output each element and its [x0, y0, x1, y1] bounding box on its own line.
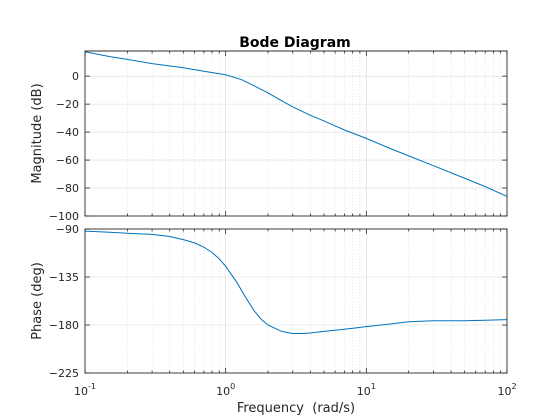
- phase-curve-group: [84, 230, 508, 335]
- x-tick-label-base: 10: [74, 385, 88, 398]
- x-tick-label-base: 10: [357, 385, 371, 398]
- magnitude-y-tick-label: −60: [56, 154, 79, 167]
- magnitude-curve: [84, 51, 508, 197]
- x-tick-label: 100: [216, 382, 235, 398]
- magnitude-y-tick-label: −100: [49, 210, 79, 223]
- x-tick-label-base: 10: [216, 385, 230, 398]
- magnitude-panel: 0 −20 −40 −60 −80 −100 Magnitude (dB): [30, 50, 508, 223]
- magnitude-curve-group: [84, 51, 508, 197]
- magnitude-y-tick-label: −40: [56, 126, 79, 139]
- magnitude-ticks: 0 −20 −40 −60 −80 −100: [49, 51, 508, 223]
- magnitude-y-tick-label: −80: [56, 182, 79, 195]
- magnitude-ylabel: Magnitude (dB): [30, 83, 45, 183]
- magnitude-y-tick-label: −20: [56, 98, 79, 111]
- phase-y-tick-label: −180: [49, 319, 79, 332]
- phase-y-tick-label: −90: [56, 223, 79, 236]
- x-tick-label-base: 10: [497, 385, 511, 398]
- phase-y-tick-label: −135: [49, 271, 79, 284]
- x-tick-labels: 10-1 100 101 102: [74, 382, 517, 398]
- phase-panel: −90 −135 −180 −225 Phase (deg): [30, 223, 508, 380]
- phase-y-tick-label: −225: [49, 367, 79, 380]
- x-tick-label: 102: [497, 382, 516, 398]
- x-axis-label: Frequency (rad/s): [237, 401, 355, 416]
- phase-axes-background: [84, 228, 508, 374]
- x-tick-label-exponent: 1: [371, 382, 376, 391]
- x-tick-label-exponent: -1: [88, 382, 96, 391]
- x-tick-label: 101: [357, 382, 376, 398]
- x-tick-label-exponent: 2: [511, 382, 516, 391]
- phase-curve: [84, 230, 508, 335]
- phase-ylabel: Phase (deg): [30, 262, 45, 340]
- x-tick-label-exponent: 0: [230, 382, 235, 391]
- phase-axes-frame: [84, 228, 508, 374]
- magnitude-y-tick-label: 0: [72, 70, 79, 83]
- chart-title: Bode Diagram: [239, 35, 351, 51]
- magnitude-axes-background: [84, 50, 508, 217]
- x-tick-label: 10-1: [74, 382, 96, 398]
- magnitude-axes-frame: [84, 50, 508, 217]
